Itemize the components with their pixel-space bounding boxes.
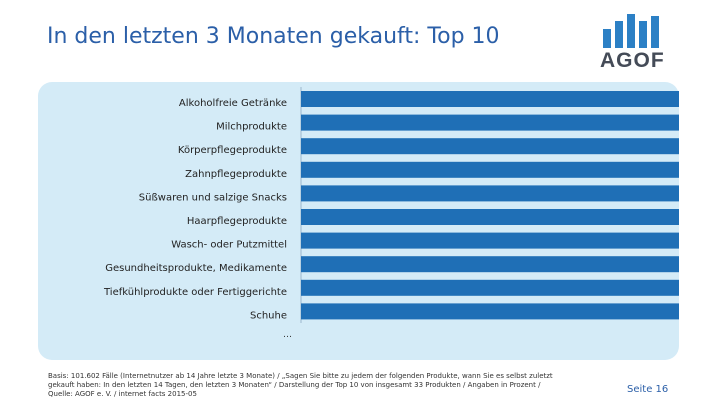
agof-logo: AGOF (600, 12, 665, 72)
category-label: Zahnpflegeprodukte (185, 169, 287, 180)
footnote-line: Quelle: AGOF e. V. / internet facts 2015… (48, 390, 197, 398)
bar (301, 114, 679, 131)
footnote-line: gekauft haben: In den letzten 14 Tagen, … (48, 381, 541, 389)
chart-panel: Alkoholfreie Getränke88.2Milchprodukte86… (38, 82, 679, 360)
category-label: Schuhe (250, 310, 287, 321)
logo-text: AGOF (600, 49, 665, 72)
footnote: Basis: 101.602 Fälle (Internetnutzer ab … (48, 372, 608, 399)
bar (301, 91, 679, 107)
page-number: Seite 16 (627, 384, 669, 395)
bar-chart: Alkoholfreie Getränke88.2Milchprodukte86… (103, 87, 679, 340)
bar (301, 232, 679, 249)
bar (301, 209, 679, 225)
category-label: Wasch- oder Putzmittel (171, 240, 287, 251)
bar (301, 256, 679, 273)
category-label: Alkoholfreie Getränke (179, 98, 287, 109)
page-title: In den letzten 3 Monaten gekauft: Top 10 (47, 24, 500, 49)
category-label: Körperpflegeprodukte (178, 145, 287, 156)
bar (301, 303, 679, 320)
footnote-line: Basis: 101.602 Fälle (Internetnutzer ab … (48, 372, 553, 380)
bar-chart-icon (603, 14, 659, 48)
bar (301, 138, 679, 155)
bar (301, 185, 679, 202)
category-label: Milchprodukte (216, 122, 287, 133)
category-label: Gesundheitsprodukte, Medikamente (105, 263, 287, 274)
bar (301, 161, 679, 178)
category-label: Süßwaren und salzige Snacks (139, 192, 287, 203)
more-indicator: … (283, 330, 292, 340)
category-label: Haarpflegeprodukte (187, 216, 287, 227)
category-label: Tiefkühlprodukte oder Fertiggerichte (103, 287, 287, 298)
bar (301, 279, 679, 296)
